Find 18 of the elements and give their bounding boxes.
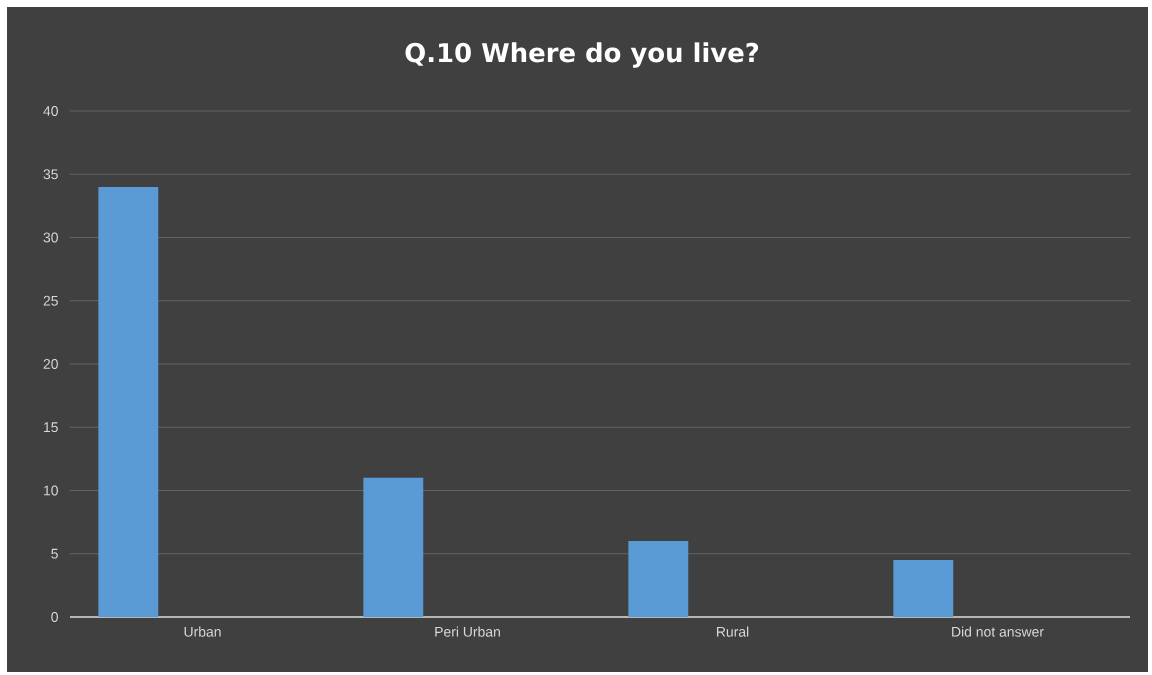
bar: [628, 541, 689, 617]
bar: [363, 477, 424, 617]
x-tick-label: Urban: [184, 626, 221, 637]
y-tick-label: 10: [44, 485, 58, 496]
bar: [893, 560, 954, 617]
chart-title: Q.10 Where do you live?: [405, 42, 759, 68]
bar: [98, 186, 159, 617]
y-tick-label: 15: [44, 422, 58, 433]
x-tick-label: Rural: [716, 626, 749, 637]
y-tick-label: 40: [43, 106, 58, 116]
y-tick-label: 20: [43, 359, 58, 369]
x-tick-label: Did not answer: [952, 626, 1044, 637]
y-tick-label: 5: [51, 548, 58, 559]
y-tick-label: 0: [51, 612, 58, 622]
x-tick-label: Peri Urban: [435, 626, 500, 637]
y-tick-label: 35: [43, 169, 58, 180]
y-tick-label: 30: [43, 232, 58, 243]
y-tick-label: 25: [43, 295, 58, 306]
